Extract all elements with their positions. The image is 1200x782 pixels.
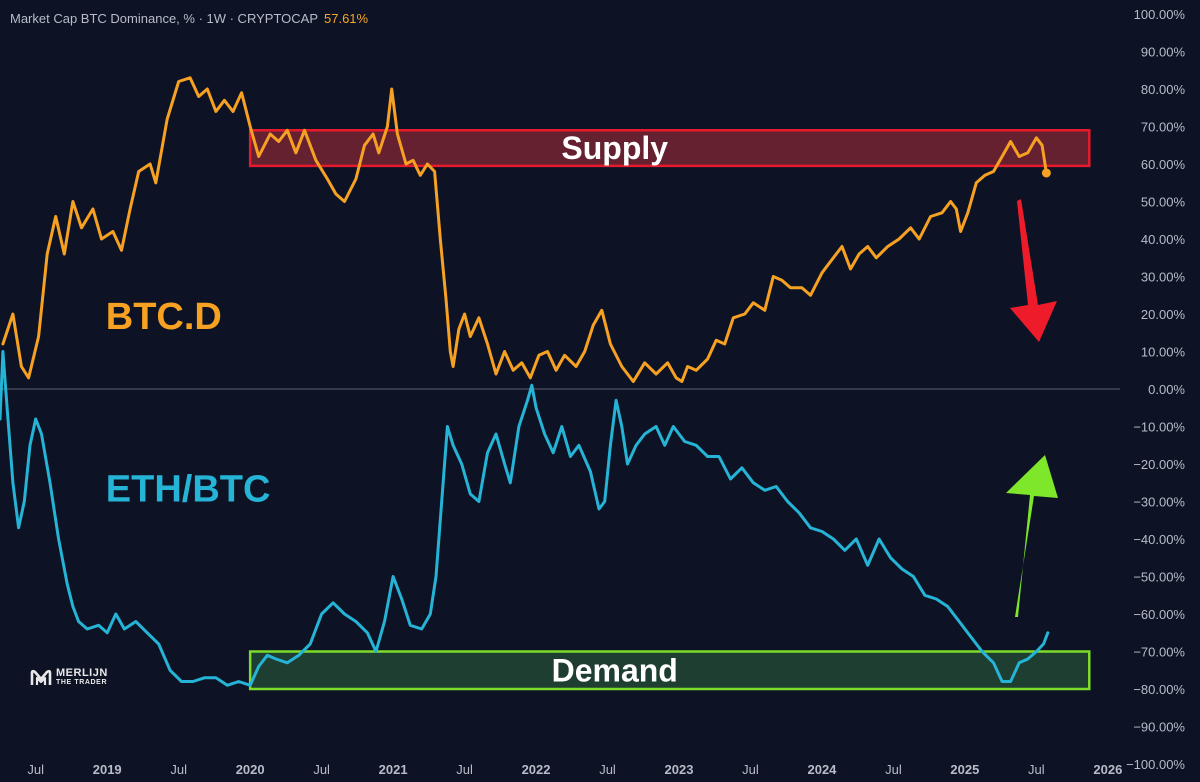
merlijn-logo-text: MERLIJN THE TRADER [56, 667, 108, 687]
y-tick-label: 100.00% [1134, 7, 1186, 22]
y-tick-label: −20.00% [1133, 457, 1185, 472]
x-tick-label: Jul [742, 762, 759, 777]
label-eth-btc: ETH/BTC [106, 469, 271, 511]
x-tick-label: Jul [27, 762, 44, 777]
y-tick-label: −70.00% [1133, 645, 1185, 660]
zones-layer: Supply Demand [248, 129, 1091, 691]
down-arrow-icon [1010, 199, 1057, 342]
chart-header-title: Market Cap BTC Dominance, % · 1W · CRYPT… [10, 11, 318, 26]
logo-line2: THE TRADER [56, 679, 108, 686]
y-tick-label: 80.00% [1141, 82, 1186, 97]
x-tick-label: 2023 [665, 762, 694, 777]
y-tick-label: 30.00% [1141, 270, 1186, 285]
y-tick-label: −30.00% [1133, 495, 1185, 510]
x-tick-label: Jul [313, 762, 330, 777]
x-tick-label: Jul [1028, 762, 1045, 777]
y-tick-label: 0.00% [1148, 382, 1185, 397]
merlijn-logo: MERLIJN THE TRADER [30, 668, 108, 688]
x-tick-label: 2020 [236, 762, 265, 777]
x-tick-label: 2022 [522, 762, 551, 777]
chart-header: Market Cap BTC Dominance, % · 1W · CRYPT… [10, 11, 368, 26]
y-tick-label: 60.00% [1141, 157, 1186, 172]
btc-last-value-marker [1041, 168, 1051, 178]
y-tick-label: −80.00% [1133, 682, 1185, 697]
zone-supply-box [248, 129, 1091, 168]
x-tick-label: Jul [170, 762, 187, 777]
chart-header-value: 57.61% [324, 11, 369, 26]
y-axis[interactable]: 100.00% 90.00% 80.00% 70.00% 60.00% 50.00% 40.… [1126, 7, 1185, 772]
x-tick-label: Jul [885, 762, 902, 777]
arrows-layer [1006, 199, 1058, 617]
annotations-layer: BTC.D ETH/BTC [106, 296, 271, 511]
x-tick-label: 2024 [807, 762, 837, 777]
y-tick-label: −50.00% [1133, 570, 1185, 585]
y-tick-label: 40.00% [1141, 232, 1186, 247]
zone-demand-label: Demand [552, 652, 678, 688]
y-tick-label: −40.00% [1133, 532, 1185, 547]
y-tick-label: −10.00% [1133, 420, 1185, 435]
y-tick-label: 90.00% [1141, 45, 1186, 60]
y-tick-label: 50.00% [1141, 195, 1186, 210]
y-tick-label: 70.00% [1141, 120, 1186, 135]
x-tick-label: 2025 [950, 762, 979, 777]
x-tick-label: 2019 [93, 762, 122, 777]
y-tick-label: −60.00% [1133, 607, 1185, 622]
logo-line1: MERLIJN [56, 667, 108, 679]
x-tick-label: 2026 [1093, 762, 1122, 777]
zone-supply: Supply [248, 129, 1091, 168]
zone-demand-box [248, 650, 1091, 691]
merlijn-logo-icon [30, 669, 52, 685]
label-btc-d: BTC.D [106, 296, 222, 338]
x-tick-label: 2021 [379, 762, 408, 777]
y-tick-label: −90.00% [1133, 720, 1185, 735]
series-layer [0, 76, 1051, 687]
y-tick-label: −100.00% [1126, 757, 1185, 772]
y-tick-label: 20.00% [1141, 307, 1186, 322]
zone-demand: Demand [248, 650, 1091, 691]
series-line-btc-d [1, 76, 1048, 383]
zone-supply-label: Supply [561, 130, 668, 166]
x-axis[interactable]: Jul 2019 Jul 2020 Jul 2021 Jul 2022 Jul 2023 Jul 20… [27, 762, 1122, 777]
series-line-eth-btc [0, 350, 1050, 687]
x-tick-label: Jul [599, 762, 616, 777]
x-tick-label: Jul [456, 762, 473, 777]
y-tick-label: 10.00% [1141, 345, 1186, 360]
up-arrow-icon [1006, 455, 1058, 617]
